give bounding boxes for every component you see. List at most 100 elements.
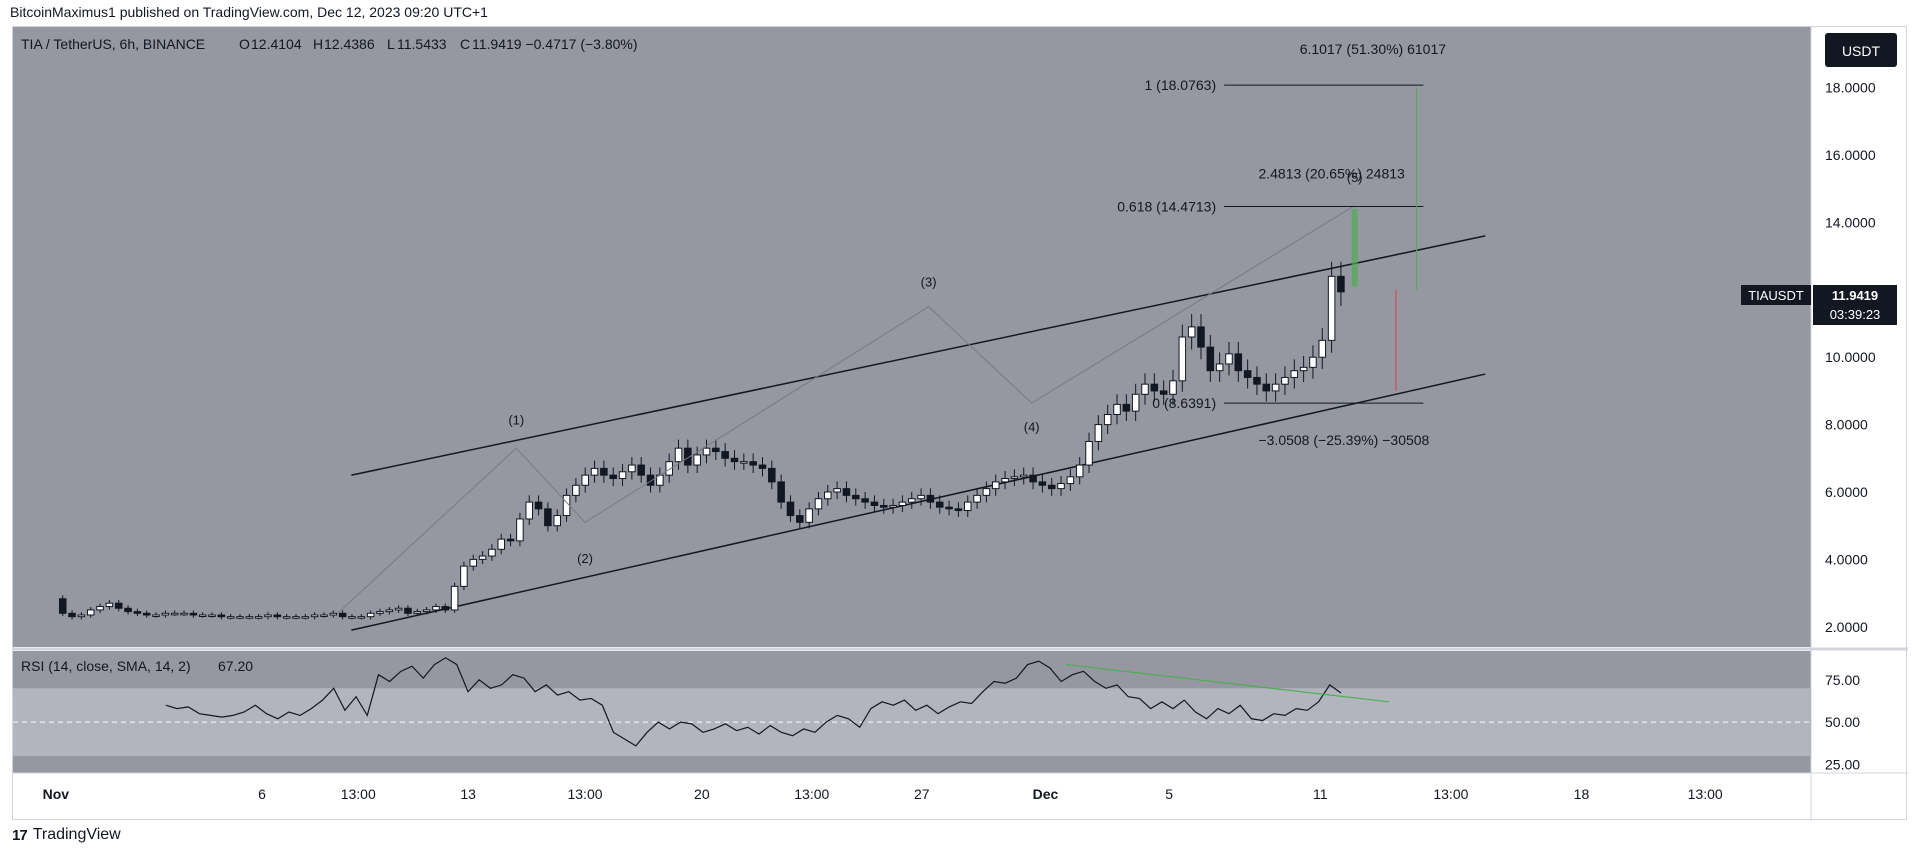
- candle-body: [1075, 464, 1084, 478]
- candle-body: [982, 488, 991, 496]
- rsi-label: RSI (14, close, SMA, 14, 2): [21, 658, 191, 674]
- measure-label: −3.0508 (−25.39%) −30508: [1258, 432, 1429, 448]
- candle-body: [1262, 383, 1271, 392]
- candle-body: [497, 538, 506, 550]
- time-tick-label: 13:00: [1688, 786, 1723, 802]
- main-plot-area[interactable]: [13, 27, 1811, 647]
- candle-body: [907, 498, 916, 503]
- candle-body: [1131, 393, 1140, 412]
- candle-body: [1253, 376, 1261, 385]
- measure-bar-up: [1351, 208, 1358, 287]
- footer: 17 TradingView: [12, 826, 121, 844]
- candle-body: [693, 454, 701, 466]
- price-tag-box: [1813, 285, 1897, 325]
- channel-lower-line: [351, 373, 1486, 631]
- price-tick-label: 14.0000: [1825, 214, 1876, 230]
- candle-body: [963, 501, 972, 512]
- candle-body: [777, 481, 785, 503]
- ohlc-close-value: 11.9419 −0.4717 (−3.80%): [472, 36, 638, 52]
- candle-body: [954, 508, 963, 512]
- candle-body: [422, 609, 431, 613]
- candle-body: [488, 548, 496, 557]
- ohlc-high-value: 12.4386: [324, 36, 375, 52]
- candle-body: [1019, 474, 1028, 478]
- price-tick-label: 16.0000: [1825, 147, 1876, 163]
- currency-button[interactable]: [1825, 33, 1897, 67]
- candle-body: [142, 612, 151, 616]
- measure-label: 2.4813 (20.65%) 24813: [1258, 166, 1405, 182]
- wave-label: (5): [1347, 170, 1363, 185]
- candle-body: [749, 461, 757, 466]
- wave-label: (1): [508, 413, 524, 428]
- candle-body: [861, 498, 869, 503]
- price-tick-label: 10.0000: [1825, 349, 1876, 365]
- candle-body: [245, 616, 254, 619]
- price-chart[interactable]: (1) (2) (3) (4) (5) 1 (18.0763) 0.618 (14.471…: [13, 27, 1908, 821]
- candle-body: [460, 565, 468, 587]
- candle-body: [646, 474, 655, 486]
- chart-frame[interactable]: (1) (2) (3) (4) (5) 1 (18.0763) 0.618 (14.471…: [12, 26, 1908, 821]
- candle-body: [600, 467, 608, 476]
- candle-body: [674, 447, 683, 463]
- candle-body: [684, 447, 692, 466]
- candle-body: [581, 474, 589, 486]
- candle-body: [1327, 275, 1336, 341]
- candle-body: [170, 612, 179, 616]
- channel-upper-line: [351, 235, 1486, 476]
- time-tick-label: Dec: [1033, 786, 1059, 802]
- candle-body: [973, 494, 981, 503]
- candle-body: [1215, 363, 1224, 372]
- trend-channel: [351, 235, 1486, 631]
- candle-body: [189, 612, 198, 616]
- candle-body: [338, 612, 347, 618]
- rsi-tick-label: 75.00: [1825, 672, 1860, 688]
- candle-body: [609, 474, 617, 480]
- time-tick-label: 20: [694, 786, 710, 802]
- candle-body: [208, 614, 216, 617]
- candle-body: [842, 488, 851, 496]
- candle-body: [805, 508, 813, 523]
- candle-body: [441, 606, 450, 611]
- time-tick-label: 13:00: [341, 786, 376, 802]
- time-tick-label: 13:00: [1433, 786, 1468, 802]
- candle-body: [404, 607, 412, 614]
- price-tag-symbol-box: [1741, 285, 1811, 305]
- rsi-tick-label: 25.00: [1825, 757, 1860, 773]
- candle-body: [264, 614, 272, 618]
- fib-level-label: 1 (18.0763): [1145, 77, 1217, 93]
- candle-body: [991, 481, 1000, 490]
- candle-body: [161, 612, 170, 616]
- time-tick-label: 13: [460, 786, 476, 802]
- candle-body: [1047, 484, 1056, 490]
- candle-body: [1206, 346, 1215, 372]
- price-tag-symbol: TIAUSDT: [1748, 288, 1804, 303]
- time-tick-label: 18: [1574, 786, 1590, 802]
- time-tick-label: 13:00: [567, 786, 602, 802]
- candle-body: [1057, 483, 1065, 490]
- candle-body: [1299, 366, 1308, 372]
- currency-button-label: USDT: [1842, 43, 1881, 59]
- rsi-divergence-line: [1065, 663, 1390, 703]
- candle-body: [702, 447, 711, 456]
- candle-body: [534, 501, 543, 510]
- candle-body: [1337, 275, 1345, 293]
- candle-body: [58, 598, 67, 614]
- fib-level-label: 0.618 (14.4713): [1117, 199, 1216, 215]
- measure-label: 6.1017 (51.30%) 61017: [1300, 41, 1447, 57]
- candle-body: [469, 558, 478, 567]
- candle-body: [273, 614, 282, 618]
- fib-level-label: 0 (8.6391): [1152, 395, 1216, 411]
- candle-body: [870, 501, 879, 506]
- rsi-value: 67.20: [218, 658, 253, 674]
- candle-body: [77, 614, 86, 618]
- candle-body: [637, 464, 645, 476]
- candle-body: [86, 609, 95, 616]
- candle-body: [124, 607, 132, 613]
- candle-body: [226, 616, 235, 619]
- candle-body: [926, 494, 935, 503]
- price-axis: 2.0000 4.0000 6.0000 8.0000 10.0000 14.0000 16…: [1825, 80, 1876, 635]
- candle-body: [590, 467, 599, 476]
- rsi-series: 25.00 50.00 75.00: [13, 657, 1860, 773]
- candle-body: [506, 538, 515, 542]
- fib-extension: 1 (18.0763) 0.618 (14.4713) 0 (8.6391) 6.10…: [1117, 41, 1446, 448]
